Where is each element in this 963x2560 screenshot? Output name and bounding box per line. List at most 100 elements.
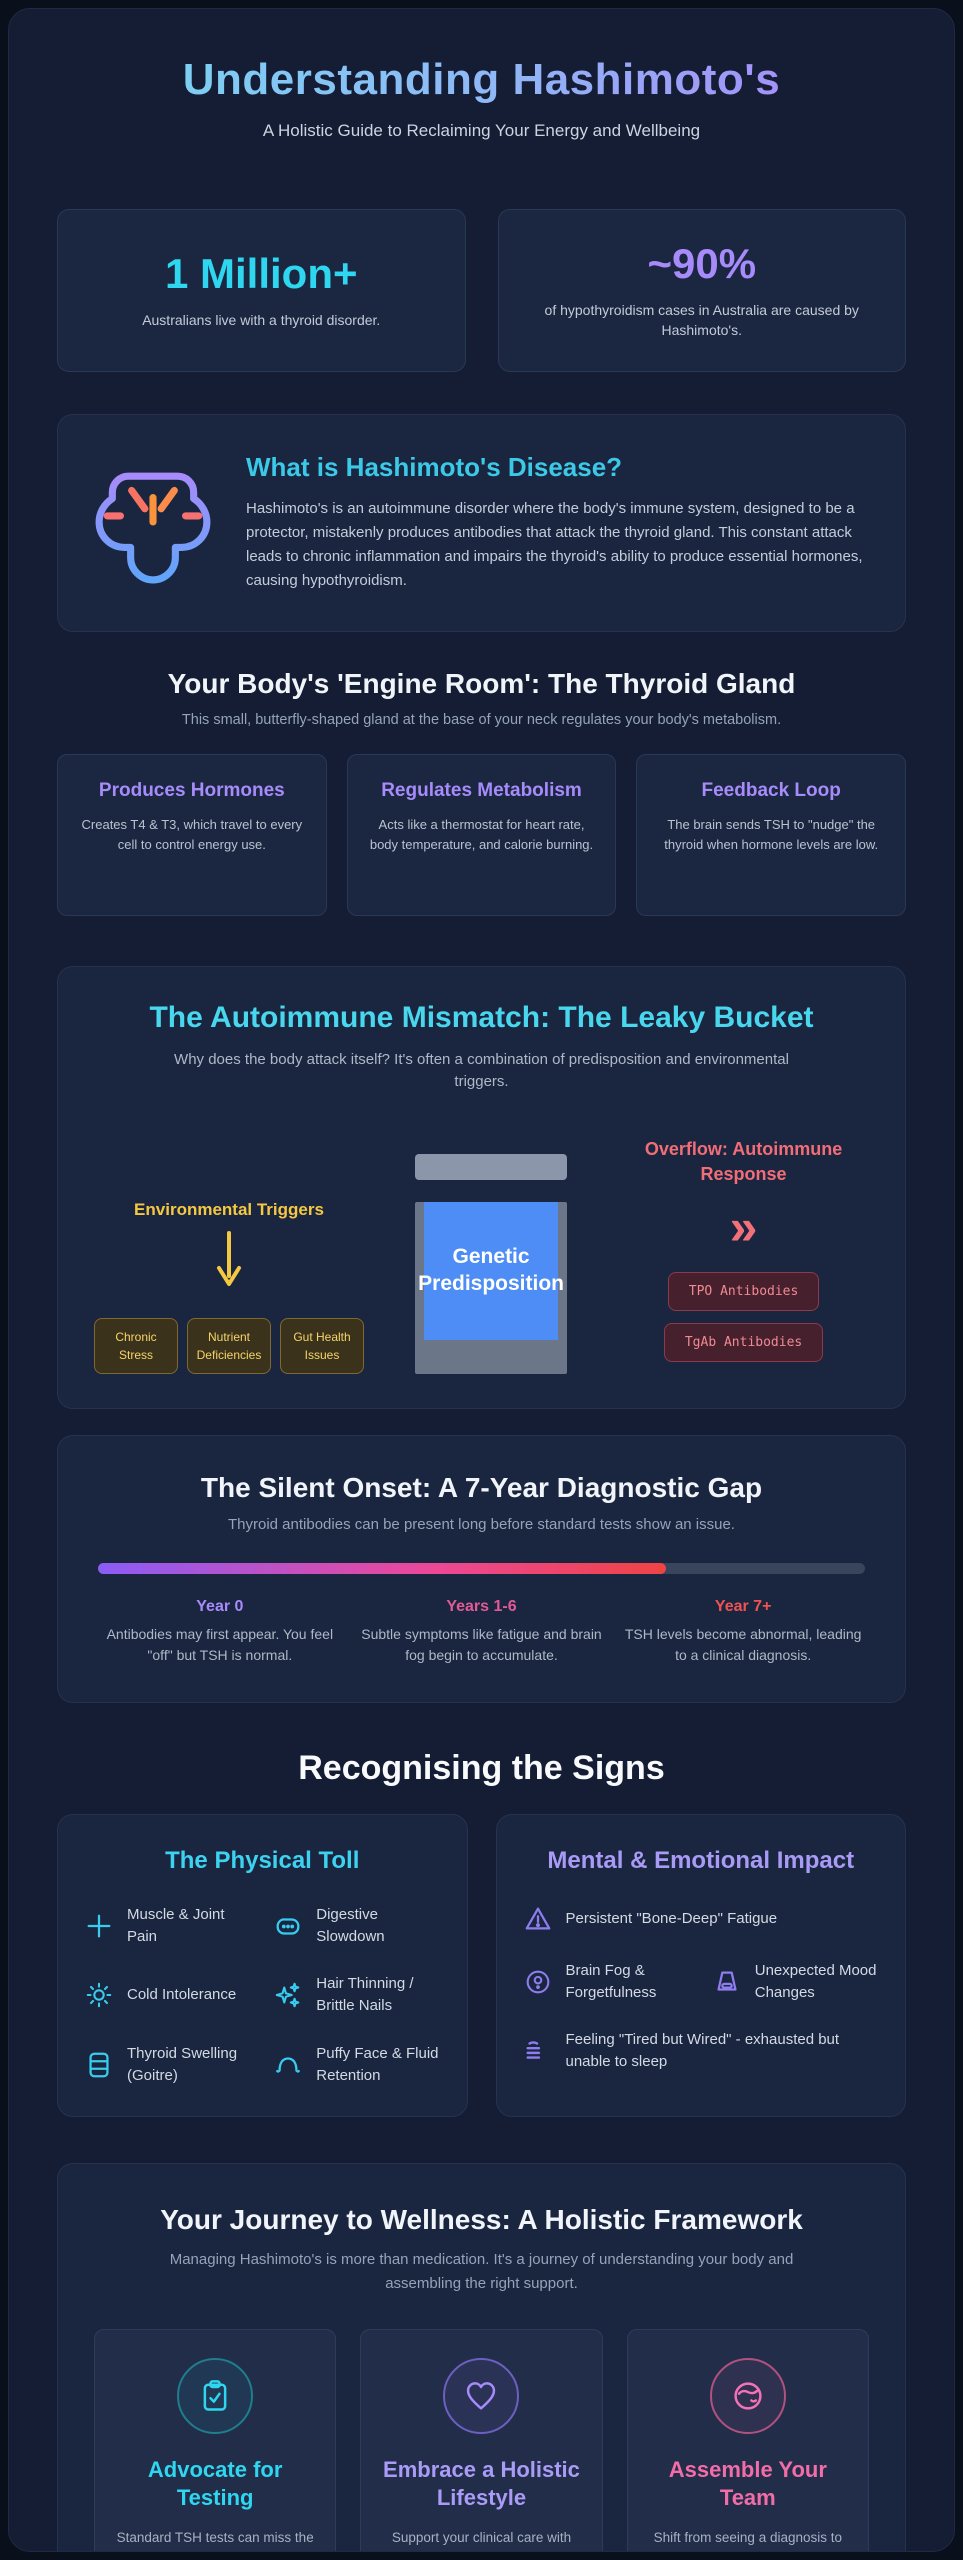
digestive-icon	[273, 1911, 303, 1941]
stats-row: 1 Million+ Australians live with a thyro…	[9, 209, 954, 372]
stage-label: Year 7+	[714, 1597, 772, 1615]
alert-triangle-icon	[523, 1904, 553, 1934]
engine-card-metabolism: Regulates Metabolism Acts like a thermos…	[346, 753, 617, 916]
overflow-label: Overflow: Autoimmune Response	[644, 1139, 843, 1185]
journey-card-lifestyle: Embrace a Holistic Lifestyle Support you…	[360, 2328, 603, 2551]
autoimmune-mismatch-section: The Autoimmune Mismatch: The Leaky Bucke…	[57, 965, 906, 1409]
bucket-lid	[415, 1153, 568, 1180]
physical-items: Muscle & Joint Pain Digestive Slowdown	[84, 1904, 441, 2087]
trigger-pill-gut: Gut Health Issues	[280, 1317, 364, 1374]
physical-toll-title: The Physical Toll	[165, 1846, 360, 1874]
clipboard-test-icon	[177, 2357, 254, 2434]
card-title: Produces Hormones	[98, 779, 285, 801]
journey-cards-row: Advocate for Testing Standard TSH tests …	[94, 2328, 869, 2551]
page-title: Understanding Hashimoto's	[57, 55, 906, 105]
timeline-fill	[98, 1562, 666, 1574]
antibody-pill-tpo: TPO Antibodies	[667, 1271, 820, 1311]
journey-card-title: Advocate for Testing	[147, 2456, 283, 2511]
item-label: Digestive Slowdown	[316, 1905, 385, 1945]
stat-value: 1 Million+	[164, 250, 358, 298]
card-body: The brain sends TSH to "nudge" the thyro…	[664, 817, 879, 853]
what-is-content: What is Hashimoto's Disease? Hashimoto's…	[246, 452, 871, 593]
bucket-body: Genetic Predisposition	[415, 1201, 568, 1374]
item-label: Muscle & Joint Pain	[127, 1905, 225, 1945]
engine-room-section: Your Body's 'Engine Room': The Thyroid G…	[9, 668, 954, 966]
trigger-pill-stress: Chronic Stress	[94, 1317, 178, 1374]
engine-room-subtitle: This small, butterfly-shaped gland at th…	[181, 711, 782, 728]
mental-impact-card: Mental & Emotional Impact Persistent "Bo…	[495, 1813, 906, 2118]
what-is-title: What is Hashimoto's Disease?	[246, 452, 623, 483]
signs-row: The Physical Toll Muscle & Joint Pain Di…	[9, 1813, 954, 2118]
triggers-label: Environmental Triggers	[134, 1199, 324, 1219]
thyroid-gland-icon	[92, 462, 214, 584]
engine-card-hormones: Produces Hormones Creates T4 & T3, which…	[57, 753, 327, 916]
stage-years-1-6: Years 1-6 Subtle symptoms like fatigue a…	[360, 1598, 604, 1666]
journey-subtitle: Managing Hashimoto's is more than medica…	[169, 2251, 794, 2292]
card-title: Feedback Loop	[701, 779, 841, 801]
list-item: Persistent "Bone-Deep" Fatigue	[523, 1904, 880, 1934]
stage-year-7plus: Year 7+ TSH levels become abnormal, lead…	[621, 1598, 865, 1666]
triggers-column: Environmental Triggers Chronic Stress Nu…	[94, 1200, 364, 1374]
bucket-column: Genetic Predisposition	[382, 1153, 600, 1374]
stat-desc: of hypothyroidism cases in Australia are…	[544, 302, 859, 339]
what-is-body: Hashimoto's is an autoimmune disorder wh…	[246, 500, 863, 590]
onset-subtitle: Thyroid antibodies can be present long b…	[228, 1515, 735, 1533]
timeline-stages: Year 0 Antibodies may first appear. You …	[98, 1598, 865, 1666]
double-chevron-icon: »	[729, 1198, 758, 1255]
what-is-section: What is Hashimoto's Disease? Hashimoto's…	[57, 413, 906, 632]
leaky-bucket-diagram: Environmental Triggers Chronic Stress Nu…	[94, 1122, 869, 1374]
item-label: Brain Fog & Forgetfulness	[565, 1961, 657, 2001]
list-item: Hair Thinning / Brittle Nails	[273, 1973, 440, 2017]
list-item: Unexpected Mood Changes	[712, 1960, 879, 2004]
trigger-pills: Chronic Stress Nutrient Deficiencies Gut…	[94, 1317, 364, 1374]
list-item: Thyroid Swelling (Goitre)	[84, 2043, 251, 2087]
down-arrow-icon	[215, 1230, 243, 1292]
list-item: Feeling "Tired but Wired" - exhausted bu…	[523, 2029, 880, 2073]
mood-icon	[712, 1967, 742, 1997]
trigger-pill-nutrient: Nutrient Deficiencies	[187, 1317, 271, 1374]
stage-label: Year 0	[196, 1597, 244, 1615]
bucket-fill-label: Genetic Predisposition	[418, 1201, 564, 1340]
timeline-track	[98, 1562, 865, 1574]
header: Understanding Hashimoto's A Holistic Gui…	[9, 55, 954, 169]
infographic-page: Understanding Hashimoto's A Holistic Gui…	[8, 8, 955, 2552]
heart-icon	[443, 2357, 520, 2434]
page-subtitle: A Holistic Guide to Reclaiming Your Ener…	[262, 121, 701, 140]
stat-card-hypothyroidism: ~90% of hypothyroidism cases in Australi…	[497, 209, 906, 372]
journey-section: Your Journey to Wellness: A Holistic Fra…	[57, 2163, 906, 2551]
support-team-icon	[709, 2357, 786, 2434]
item-label: Puffy Face & Fluid Retention	[316, 2044, 439, 2084]
stage-body: Subtle symptoms like fatigue and brain f…	[361, 1625, 602, 1663]
stage-label: Years 1-6	[446, 1597, 517, 1615]
card-title: Regulates Metabolism	[381, 779, 582, 801]
journey-title: Your Journey to Wellness: A Holistic Fra…	[160, 2204, 803, 2236]
item-label: Unexpected Mood Changes	[754, 1961, 877, 2001]
journey-card-body: Standard TSH tests can miss the mark. As…	[116, 2529, 314, 2545]
engine-cards-row: Produces Hormones Creates T4 & T3, which…	[57, 753, 907, 916]
mismatch-title: The Autoimmune Mismatch: The Leaky Bucke…	[149, 1000, 814, 1034]
stage-body: TSH levels become abnormal, leading to a…	[624, 1625, 862, 1663]
mismatch-subtitle: Why does the body attack itself? It's of…	[174, 1050, 789, 1091]
physical-toll-card: The Physical Toll Muscle & Joint Pain Di…	[57, 1813, 468, 2118]
item-label: Hair Thinning / Brittle Nails	[316, 1975, 414, 2015]
sun-icon	[84, 1980, 114, 2010]
stat-card-thyroid-disorder: 1 Million+ Australians live with a thyro…	[57, 209, 466, 372]
list-item: Puffy Face & Fluid Retention	[273, 2043, 440, 2087]
journey-card-team: Assemble Your Team Shift from seeing a d…	[626, 2328, 869, 2551]
journey-card-testing: Advocate for Testing Standard TSH tests …	[94, 2328, 337, 2551]
journey-card-title: Embrace a Holistic Lifestyle	[383, 2456, 580, 2511]
plus-icon	[84, 1911, 114, 1941]
list-item: Brain Fog & Forgetfulness	[523, 1960, 690, 2004]
antibody-pill-tgab: TgAb Antibodies	[663, 1322, 824, 1362]
stat-value: ~90%	[647, 240, 757, 287]
mental-items: Persistent "Bone-Deep" Fatigue Brain Fog…	[523, 1904, 880, 2073]
fluid-retention-icon	[273, 2050, 303, 2080]
stage-year-0: Year 0 Antibodies may first appear. You …	[98, 1598, 342, 1666]
signs-title: Recognising the Signs	[298, 1748, 665, 1787]
overflow-column: Overflow: Autoimmune Response » TPO Anti…	[618, 1137, 869, 1373]
goitre-icon	[84, 2050, 114, 2080]
brain-fog-icon	[523, 1967, 553, 1997]
list-item: Digestive Slowdown	[273, 1904, 440, 1948]
engine-card-feedback: Feedback Loop The brain sends TSH to "nu…	[636, 753, 907, 916]
item-label: Cold Intolerance	[127, 1986, 237, 2004]
